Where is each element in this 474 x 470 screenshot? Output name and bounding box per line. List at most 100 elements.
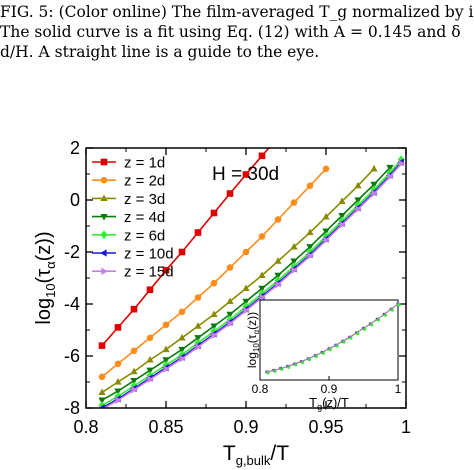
figure-caption: FIG. 5: (Color online) The film-averaged… <box>0 2 474 72</box>
y-axis-label: log10(τα(z)) <box>33 231 58 324</box>
y-tick-label: 0 <box>70 190 80 210</box>
inset-x-tick-label: 0.8 <box>252 382 269 396</box>
series-6-point <box>371 189 378 198</box>
series-6-point <box>211 331 218 339</box>
series-3-point <box>386 164 394 172</box>
series-1-point <box>178 308 186 316</box>
series-1-point <box>322 165 330 173</box>
series-6-point <box>131 386 138 394</box>
series-0-point <box>194 229 202 236</box>
x-tick-label: 0.9 <box>233 417 258 437</box>
series-0-point <box>178 248 186 256</box>
series-2-point <box>290 242 298 250</box>
series-6-point <box>398 159 406 168</box>
x-tick-label: 0.85 <box>148 417 183 437</box>
series-4-point <box>290 262 298 271</box>
series-line-6 <box>102 163 402 408</box>
series-line-5 <box>101 161 402 408</box>
y-tick-label: -6 <box>64 346 80 366</box>
series-0-point <box>226 190 234 197</box>
series-2-point <box>98 388 106 396</box>
series-3-point <box>322 228 330 236</box>
series-0-point <box>146 286 154 293</box>
series-1-point <box>210 279 218 287</box>
series-2-point <box>258 271 266 279</box>
caption-line-3: d/H. A straight line is a guide to the e… <box>0 43 320 61</box>
series-1-point <box>274 216 282 223</box>
series-6-point <box>115 396 122 404</box>
series-6-point <box>339 221 346 229</box>
series-1-point <box>242 248 250 256</box>
main-plot: 0.8 0.85 0.9 0.95 1 -8 -6 -4 -2 0 2 Tg,bulk/T log10(… <box>33 134 411 468</box>
inset-x-tick-label: 1 <box>395 382 402 396</box>
series-4-point <box>146 371 154 380</box>
series-2-point <box>226 297 234 305</box>
series-3-point <box>162 357 170 364</box>
legend-marker-4 <box>100 230 108 240</box>
inset-y-axis-label: log10(τα(z)) <box>245 312 261 368</box>
series-3-point <box>370 181 378 189</box>
legend-label-0: z = 1d <box>124 155 165 172</box>
series-3-point <box>290 258 298 266</box>
series-2-point <box>210 310 218 318</box>
series-1-point <box>114 360 122 368</box>
series-1-point <box>98 373 106 381</box>
series-0-point <box>162 266 170 274</box>
series-0-point <box>130 305 138 313</box>
series-6-point <box>307 252 314 260</box>
series-6-point <box>147 375 154 384</box>
series-2-point <box>306 228 314 236</box>
y-tick-label: -4 <box>64 294 80 314</box>
series-6-point <box>323 236 330 244</box>
x-tick-label: 1 <box>401 417 411 437</box>
series-6-point <box>243 306 250 315</box>
series-3-point <box>98 397 106 405</box>
series-3-point <box>338 212 346 220</box>
series-2-point <box>322 212 330 220</box>
series-0-point <box>98 342 106 349</box>
legend-marker-6 <box>101 267 108 275</box>
series-1-point <box>162 321 170 329</box>
series-2-point <box>130 367 138 375</box>
caption-line-1: FIG. 5: (Color online) The film-averaged… <box>0 3 474 21</box>
series-2-point <box>370 164 378 172</box>
series-0-point <box>275 134 282 141</box>
legend-label-4: z = 6d <box>124 227 165 244</box>
main-series-group <box>98 134 406 408</box>
series-2-point <box>162 345 170 353</box>
series-6-point <box>355 205 362 213</box>
series-1-point <box>290 199 298 206</box>
y-tick-label: -2 <box>64 242 80 262</box>
inset-plot: 0.8 0.9 1 Tg(z)/T log10(τα(z)) <box>245 299 402 412</box>
inset-x-tick-label: 0.9 <box>321 382 338 396</box>
series-3-point <box>354 197 362 204</box>
inset-x-axis-label: Tg(z)/T <box>309 395 349 412</box>
inset-point <box>397 303 401 307</box>
series-0-point <box>258 152 266 160</box>
series-2-point <box>338 197 346 204</box>
series-6-point <box>179 354 186 363</box>
series-2-point <box>178 333 186 341</box>
series-1-point <box>146 334 154 342</box>
series-3-point <box>130 378 138 385</box>
series-1-point <box>258 233 266 240</box>
series-3-point <box>306 244 314 251</box>
series-2-point <box>354 181 362 189</box>
y-tick-label: 2 <box>70 138 80 158</box>
x-tick-label: 0.95 <box>308 417 343 437</box>
series-3-point <box>226 311 234 319</box>
series-3-point <box>146 367 154 375</box>
series-0-point <box>210 209 218 217</box>
legend-label-3: z = 4d <box>124 209 165 226</box>
series-6-point <box>387 172 394 181</box>
series-6-point <box>227 319 234 328</box>
series-6-point <box>259 293 266 302</box>
series-3-point <box>274 272 282 280</box>
series-2-point <box>274 257 282 264</box>
inset-curve <box>266 303 399 373</box>
legend-marker-5 <box>100 249 107 257</box>
x-tick-label: 0.8 <box>73 417 98 437</box>
series-6-point <box>275 280 282 289</box>
legend-marker-3 <box>100 213 108 221</box>
